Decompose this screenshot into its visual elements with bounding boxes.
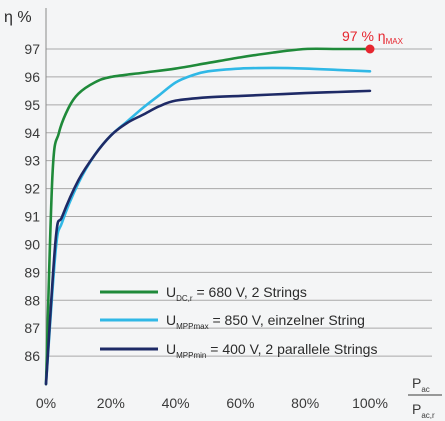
series-line-2 (44, 89, 372, 386)
y-tick-label-92: 92 (24, 181, 40, 197)
y-tick-label-93: 93 (24, 153, 40, 169)
max-efficiency-point (365, 44, 375, 54)
x-tick-label-20: 20% (97, 395, 125, 411)
y-tick-label-96: 96 (24, 69, 40, 85)
y-axis-label: η % (4, 9, 32, 26)
x-tick-label-40: 40% (162, 395, 190, 411)
tick-labels: 86 87 88 89 90 91 92 93 94 95 96 97 0% 20% 40% 60% 80% 10… (24, 41, 387, 411)
legend: UDC,r = 680 V, 2 Strings UMPPmax = 850 V… (100, 284, 377, 360)
legend-entry-umppmin: UMPPmin = 400 V, 2 parallele Strings (100, 341, 377, 360)
legend-label-umppmin: UMPPmin = 400 V, 2 parallele Strings (166, 341, 377, 360)
gridlines (46, 48, 432, 357)
x-axis-label-numerator: Pac (412, 375, 430, 394)
y-tick-label-88: 88 (24, 292, 40, 308)
max-annotation: 97 % ηMAX (342, 28, 404, 54)
x-tick-label-0: 0% (36, 395, 56, 411)
legend-entry-udcr: UDC,r = 680 V, 2 Strings (100, 284, 307, 303)
y-tick-label-97: 97 (24, 41, 40, 57)
y-tick-label-86: 86 (24, 348, 40, 364)
x-tick-label-80: 80% (291, 395, 319, 411)
x-axis-label-denominator: Pac,r (412, 401, 435, 420)
y-tick-label-94: 94 (24, 125, 40, 141)
legend-label-umppmax: UMPPmax = 850 V, einzelner String (166, 312, 365, 331)
y-tick-label-91: 91 (24, 209, 40, 225)
series-layer (44, 47, 372, 386)
y-tick-label-89: 89 (24, 264, 40, 280)
legend-label-udcr: UDC,r = 680 V, 2 Strings (166, 284, 307, 303)
x-tick-label-100: 100% (352, 395, 388, 411)
y-tick-label-87: 87 (24, 320, 40, 336)
max-efficiency-label: 97 % ηMAX (342, 28, 404, 46)
x-axis-label: Pac Pac,r (408, 375, 442, 420)
series-line-1 (44, 66, 372, 386)
x-tick-label-60: 60% (226, 395, 254, 411)
legend-entry-umppmax: UMPPmax = 850 V, einzelner String (100, 312, 365, 331)
y-tick-label-90: 90 (24, 236, 40, 252)
series-line-0 (44, 47, 372, 386)
y-tick-label-95: 95 (24, 97, 40, 113)
